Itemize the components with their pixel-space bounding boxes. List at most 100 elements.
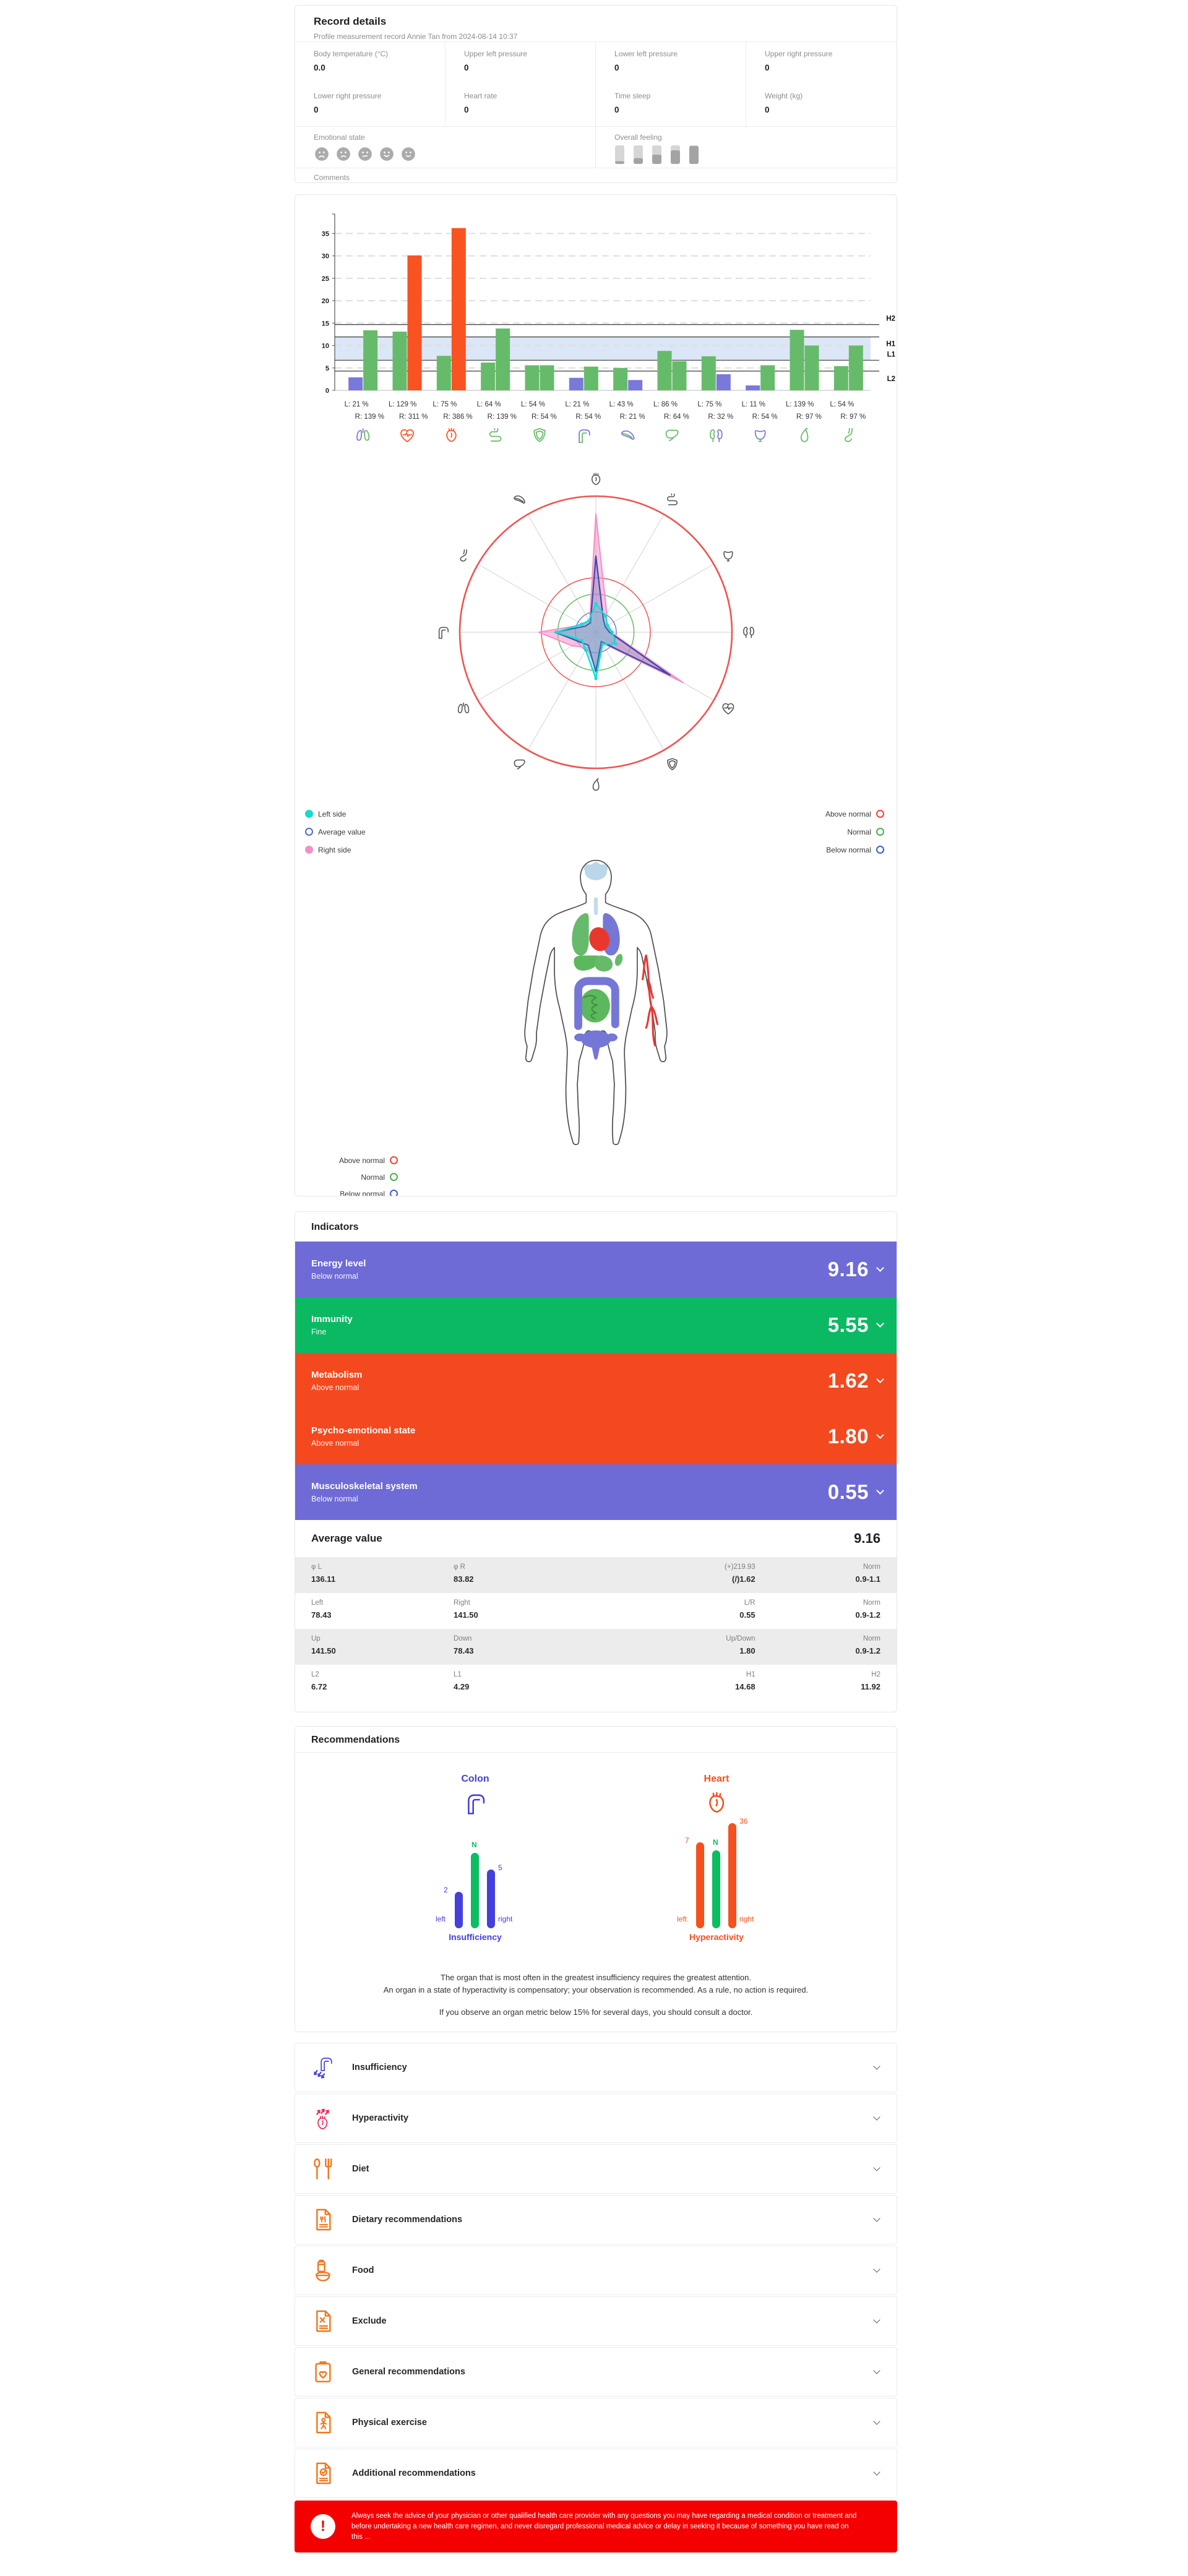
kidneys-icon (709, 429, 723, 442)
chevron-down-icon[interactable] (876, 1430, 884, 1439)
chevron-down-icon[interactable] (873, 2265, 880, 2273)
cell-value: 1.80 (739, 1646, 755, 1655)
colon-icon (579, 429, 590, 444)
accordion-item-dietary-recommendations[interactable]: Dietary recommendations (295, 2195, 897, 2244)
cell-value: 141.50 (454, 1610, 478, 1620)
record-field[interactable]: Lower right pressure 0 (295, 84, 446, 126)
happy-face-icon[interactable] (379, 146, 395, 162)
svg-text:R: 97 %: R: 97 % (796, 413, 822, 421)
bar-right-stomach (848, 345, 863, 390)
record-field[interactable]: Time sleep 0 (596, 84, 746, 126)
indicator-row-psycho-emotional-state[interactable]: Psycho-emotional state Above normal 1.80 (295, 1409, 897, 1464)
overall-feeling-batteries[interactable] (614, 145, 897, 165)
svg-text:L: 21 %: L: 21 % (565, 401, 589, 408)
record-field[interactable]: Heart rate 0 (446, 84, 596, 126)
indicator-row-metabolism[interactable]: Metabolism Above normal 1.62 (295, 1353, 897, 1409)
very-sad-face-icon[interactable] (314, 146, 330, 162)
battery-level-icon[interactable] (633, 145, 644, 165)
indicator-status: Fine (311, 1328, 327, 1336)
body-status-legend: Above normal Normal Below normal (295, 1152, 897, 1196)
svg-text:R: 311 %: R: 311 % (399, 413, 428, 421)
record-field[interactable]: Lower left pressure 0 (596, 42, 746, 84)
indicator-row-musculoskeletal-system[interactable]: Musculoskeletal system Below normal 0.55 (295, 1464, 897, 1520)
battery-level-icon[interactable] (652, 145, 662, 165)
accordion-item-insufficiency[interactable]: Insufficiency (295, 2043, 897, 2092)
chevron-down-icon[interactable] (873, 2316, 880, 2324)
cell-label: Right (454, 1599, 470, 1607)
colon-gauge: Colon 2 N 5 left right Insufficiency (416, 1774, 534, 1951)
svg-text:H1: H1 (886, 341, 895, 348)
chevron-down-icon[interactable] (873, 2215, 880, 2222)
record-field[interactable]: Body temperature (°C) 0.0 (295, 42, 446, 84)
gauge-bar (487, 1870, 495, 1928)
indicator-name: Energy level (311, 1258, 366, 1269)
battery-level-icon[interactable] (670, 145, 681, 165)
accordion-item-exclude[interactable]: Exclude (295, 2296, 897, 2346)
accordion-item-general-recommendations[interactable]: General recommendations (295, 2347, 897, 2397)
heart-icon (446, 427, 457, 442)
indicator-rows: Energy level Below normal 9.16 Immunity Fine… (295, 1242, 897, 1520)
accordion-item-diet[interactable]: Diet (295, 2144, 897, 2194)
gauge-bar-label: N (471, 1840, 477, 1849)
accordion-item-additional-recommendations[interactable]: Additional recommendations (295, 2449, 897, 2498)
record-field[interactable]: Upper right pressure 0 (746, 42, 897, 84)
overall-feeling-field: Overall feeling (596, 127, 897, 168)
field-label: Weight (kg) (765, 92, 803, 100)
bladder-axis-icon (723, 551, 733, 562)
neutral-face-icon[interactable] (357, 146, 373, 162)
svg-text:5: 5 (325, 365, 329, 372)
field-value: 0 (314, 105, 319, 114)
recommendations-title: Recommendations (295, 1727, 897, 1753)
battery-level-icon[interactable] (614, 145, 625, 165)
chevron-down-icon[interactable] (873, 2468, 880, 2476)
battery-level-icon[interactable] (689, 145, 699, 165)
chevron-down-icon[interactable] (876, 1375, 884, 1383)
gauge-bar-label: N (713, 1838, 718, 1847)
record-field[interactable]: Upper left pressure 0 (446, 42, 596, 84)
chevron-down-icon[interactable] (873, 2063, 880, 2070)
gauge-bar-label: 5 (498, 1863, 502, 1872)
chevron-down-icon[interactable] (873, 2164, 880, 2171)
legend-item: Normal (825, 823, 884, 841)
exclamation-icon: ! (311, 2514, 335, 2539)
chevron-down-icon[interactable] (876, 1263, 884, 1272)
cell-label: Up/Down (726, 1635, 755, 1642)
chevron-down-icon[interactable] (873, 2418, 880, 2425)
cell-label: H2 (871, 1671, 880, 1678)
accordion-item-food[interactable]: Food (295, 2246, 897, 2295)
legend-label: Above normal (338, 1156, 385, 1165)
gauge-title: Colon (461, 1774, 489, 1784)
gauge-left-label: left (677, 1915, 687, 1923)
chevron-down-icon[interactable] (873, 2113, 880, 2121)
record-field[interactable]: Weight (kg) 0 (746, 84, 897, 126)
svg-text:L: 75 %: L: 75 % (433, 401, 457, 408)
sad-face-icon[interactable] (335, 146, 351, 162)
table-cell: L1 4.29 (454, 1665, 596, 1701)
pancreas-icon (621, 430, 635, 440)
svg-text:L1: L1 (887, 351, 896, 358)
acc-diet-icon (310, 2156, 336, 2182)
accordion-item-physical-exercise[interactable]: Physical exercise (295, 2398, 897, 2447)
cell-label: L/R (744, 1599, 755, 1607)
indicator-status: Below normal (311, 1272, 358, 1281)
indicator-row-energy-level[interactable]: Energy level Below normal 9.16 (295, 1242, 897, 1297)
heart-icon (703, 1790, 730, 1817)
chevron-down-icon[interactable] (876, 1319, 884, 1328)
accordion-item-hyperactivity[interactable]: Hyperactivity (295, 2093, 897, 2143)
chevron-down-icon[interactable] (876, 1486, 884, 1495)
emotional-state-faces[interactable] (314, 146, 595, 162)
gauge-bar-label: 7 (685, 1836, 689, 1845)
comments-field[interactable]: Comments (295, 168, 897, 182)
indicators-card: Indicators Energy level Below normal 9.16 I… (295, 1211, 897, 1712)
indicator-row-immunity[interactable]: Immunity Fine 5.55 (295, 1297, 897, 1353)
calm-face-icon[interactable] (400, 146, 416, 162)
average-value-label: Average value (311, 1532, 382, 1544)
field-value: 0 (464, 105, 469, 114)
indicator-value: 9.16 (827, 1258, 869, 1281)
bar-right-immunity (540, 365, 554, 390)
svg-text:L: 86 %: L: 86 % (653, 401, 678, 408)
table-row: Up 141.50 Down 78.43 Up/Down 1.80 Norm 0.9-1.2 (295, 1629, 897, 1665)
chevron-down-icon[interactable] (873, 2367, 880, 2374)
bladder-icon (754, 430, 766, 442)
legend-item: Normal (305, 1169, 398, 1185)
